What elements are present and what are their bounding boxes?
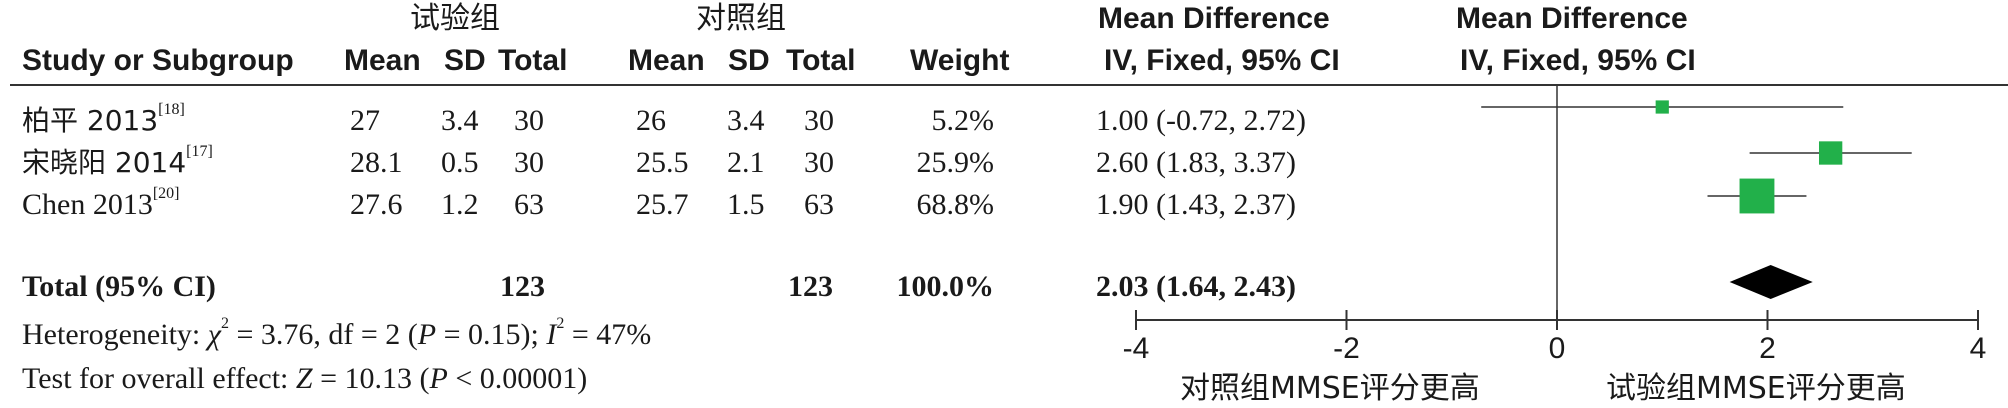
control-group-header: 对照组 [696, 1, 786, 36]
x-tick-label: -2 [1333, 332, 1360, 365]
exp-total-header: Total [498, 44, 568, 77]
x-tick-label: 2 [1759, 332, 1776, 365]
ctl-mean: 26 [636, 104, 666, 137]
total-diamond [1729, 265, 1813, 299]
ctl-sd: 2.1 [727, 146, 765, 179]
effect-box [1818, 141, 1843, 165]
study-column-header: Study or Subgroup [22, 44, 294, 77]
ci-text: 1.00 (-0.72, 2.72) [1096, 104, 1306, 137]
total-ci-text: 2.03 (1.64, 2.43) [1096, 270, 1296, 303]
exp-mean: 27.6 [350, 188, 403, 221]
total-exp-total: 123 [500, 270, 545, 303]
md-title-left: Mean Difference [1098, 2, 1330, 35]
study-name: 柏平 2013[18] [22, 101, 185, 137]
weight: 5.2% [931, 104, 995, 137]
ctl-mean: 25.5 [636, 146, 689, 179]
axis-label-left: 对照组MMSE评分更高 [1180, 371, 1480, 406]
exp-sd: 1.2 [441, 188, 479, 221]
weight: 68.8% [916, 188, 995, 221]
axis-label-right: 试验组MMSE评分更高 [1606, 371, 1906, 406]
study-name: 宋晓阳 2014[17] [22, 143, 213, 179]
header-divider [10, 84, 2008, 86]
study-ref: [20] [152, 185, 180, 202]
exp-sd: 3.4 [441, 104, 479, 137]
ctl-sd: 1.5 [727, 188, 765, 221]
x-tick-label: 0 [1549, 332, 1566, 365]
overall-effect-text: Test for overall effect: Z = 10.13 (P < … [22, 362, 588, 395]
total-weight: 100.0% [896, 270, 995, 303]
ctl-total-header: Total [786, 44, 856, 77]
x-tick-label: -4 [1123, 332, 1150, 365]
exp-mean: 27 [350, 104, 380, 137]
ctl-sd: 3.4 [727, 104, 765, 137]
total-ctl-total: 123 [788, 270, 833, 303]
exp-total: 63 [514, 188, 544, 221]
ctl-sd-header: SD [728, 44, 770, 77]
experimental-group-header: 试验组 [410, 1, 500, 36]
ci-text: 1.90 (1.43, 2.37) [1096, 188, 1296, 221]
ctl-mean-header: Mean [628, 44, 705, 77]
weight-header: Weight [910, 44, 1010, 77]
heterogeneity-text: Heterogeneity: χ2 = 3.76, df = 2 (P = 0.… [22, 315, 652, 351]
exp-sd: 0.5 [441, 146, 479, 179]
effect-box [1655, 100, 1669, 114]
total-label: Total (95% CI) [22, 270, 216, 303]
study-name: Chen 2013[20] [22, 185, 180, 221]
md-subtitle-left: IV, Fixed, 95% CI [1104, 44, 1340, 77]
md-title-right: Mean Difference [1456, 2, 1688, 35]
ctl-total: 63 [804, 188, 834, 221]
ctl-total: 30 [804, 146, 834, 179]
exp-total: 30 [514, 146, 544, 179]
study-ref: [17] [186, 143, 213, 160]
exp-total: 30 [514, 104, 544, 137]
x-tick-label: 4 [1970, 332, 1987, 365]
exp-mean-header: Mean [344, 44, 421, 77]
exp-mean: 28.1 [350, 146, 403, 179]
ctl-total: 30 [804, 104, 834, 137]
study-ref: [18] [158, 101, 185, 118]
exp-sd-header: SD [444, 44, 486, 77]
weight: 25.9% [916, 146, 995, 179]
md-subtitle-right: IV, Fixed, 95% CI [1460, 44, 1696, 77]
ctl-mean: 25.7 [636, 188, 689, 221]
effect-box [1739, 178, 1775, 214]
ci-text: 2.60 (1.83, 3.37) [1096, 146, 1296, 179]
